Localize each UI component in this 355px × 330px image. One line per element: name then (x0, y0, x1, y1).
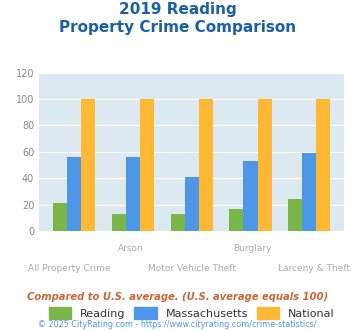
Bar (140, 99, 154, 231)
Text: © 2025 CityRating.com - https://www.cityrating.com/crime-statistics/: © 2025 CityRating.com - https://www.city… (38, 320, 317, 329)
Text: 2019 Reading: 2019 Reading (119, 2, 236, 16)
Bar (67, 157, 81, 231)
Bar (316, 99, 331, 231)
Bar (288, 199, 302, 231)
Text: Burglary: Burglary (234, 244, 272, 253)
Bar (229, 209, 244, 231)
Bar (53, 203, 67, 231)
Text: Motor Vehicle Theft: Motor Vehicle Theft (148, 264, 236, 273)
Bar (258, 99, 272, 231)
Bar (199, 99, 213, 231)
Bar (126, 157, 140, 231)
Bar (302, 153, 316, 231)
Text: Larceny & Theft: Larceny & Theft (278, 264, 350, 273)
Legend: Reading, Massachusetts, National: Reading, Massachusetts, National (44, 303, 339, 324)
Text: Arson: Arson (118, 244, 143, 253)
Bar (185, 177, 199, 231)
Text: Compared to U.S. average. (U.S. average equals 100): Compared to U.S. average. (U.S. average … (27, 292, 328, 302)
Text: All Property Crime: All Property Crime (28, 264, 111, 273)
Bar (112, 214, 126, 231)
Bar (244, 161, 258, 231)
Text: Property Crime Comparison: Property Crime Comparison (59, 20, 296, 35)
Bar (170, 214, 185, 231)
Bar (81, 99, 95, 231)
